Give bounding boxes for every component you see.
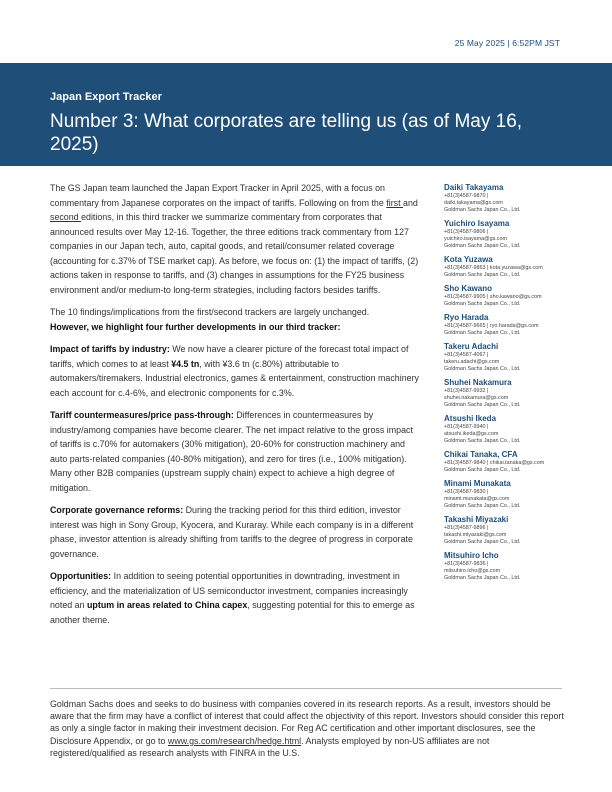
opportunities-heading: Opportunities: — [50, 571, 112, 581]
author-contact-line: Goldman Sachs Japan Co., Ltd. — [444, 503, 521, 509]
author-contact-line: atsushi.ikeda@gs.com — [444, 431, 499, 437]
author-contact-line: +81(3)4587-9806 | — [444, 229, 489, 235]
author-contact-line: Goldman Sachs Japan Co., Ltd. — [444, 539, 521, 545]
tariff-impact-text-1: We now have a clearer picture of the for… — [50, 344, 409, 369]
author-contact-line: minami.munakata@gs.com — [444, 496, 510, 502]
main-body: The GS Japan team launched the Japan Exp… — [50, 181, 422, 635]
tariff-impact-total: ¥4.5 tn — [171, 358, 200, 369]
author-contact-line: Goldman Sachs Japan Co., Ltd. — [444, 272, 521, 278]
author-entry: Takeru Adachi +81(3)4587-4067 | takeru.ada… — [444, 342, 594, 373]
author-contact-line: Goldman Sachs Japan Co., Ltd. — [444, 243, 521, 249]
author-contact-line: +81(3)4587-4067 | — [444, 352, 489, 358]
opportunities-text-2: , suggesting potential for this to emerg… — [50, 600, 415, 625]
author-entry: Sho Kawano +81(3)4587-9905 | sho.kawano@g… — [444, 284, 594, 308]
countermeasures-text: Differences in countermeasures by indust… — [50, 410, 413, 493]
opportunities-highlight: uptum in areas related to China capex — [87, 600, 248, 610]
author-contact-line: mitsuhiro.icho@gs.com — [444, 568, 501, 574]
author-contact-line: Goldman Sachs Japan Co., Ltd. — [444, 330, 521, 336]
author-contact-line: Goldman Sachs Japan Co., Ltd. — [444, 366, 521, 372]
author-contact-line: +81(3)4587-9932 | — [444, 388, 489, 394]
footer-divider — [50, 688, 562, 689]
author-name: Atsushi Ikeda — [444, 414, 497, 423]
disclaimer-text-2: . Analysts employed by non-US affiliates… — [50, 735, 490, 758]
author-entry: Minami Munakata +81(3)4587-9830 | minami.m… — [444, 479, 594, 510]
first-edition-link[interactable]: first — [386, 197, 404, 208]
findings-paragraph: The 10 findings/implications from the fi… — [50, 305, 422, 334]
author-contact-line: Goldman Sachs Japan Co., Ltd. — [444, 207, 521, 213]
author-entry: Atsushi Ikeda +81(3)4587-9940 | atsushi.ik… — [444, 414, 594, 445]
author-contact-line: +81(3)4587-9836 | — [444, 561, 489, 567]
author-contact-line: Goldman Sachs Japan Co., Ltd. — [444, 467, 521, 473]
opportunities-text-1: In addition to seeing potential opportun… — [50, 571, 408, 610]
author-name: Sho Kawano — [444, 284, 493, 293]
disclaimer: Goldman Sachs does and seeks to do busin… — [50, 698, 565, 759]
intro-text-1: The GS Japan team launched the Japan Exp… — [50, 183, 387, 208]
intro-text-3: editions, in this third tracker we summa… — [50, 212, 419, 295]
author-name: Mitsuhiro Icho — [444, 551, 499, 560]
author-entry: Shuhei Nakamura +81(3)4587-9932 | shuhei.n… — [444, 378, 594, 409]
author-entry: Mitsuhiro Icho +81(3)4587-9836 | mitsuhiro… — [444, 551, 594, 582]
author-contact-line: shuhei.nakamura@gs.com — [444, 395, 509, 401]
report-date: 25 May 2025 | 6:52PM JST — [454, 38, 560, 48]
author-entry: Daiki Takayama +81(3)4587-9870 | daiki.tak… — [444, 183, 594, 214]
author-contact-line: Goldman Sachs Japan Co., Ltd. — [444, 301, 521, 307]
author-entry: Yuichiro Isayama +81(3)4587-9806 | yuichir… — [444, 219, 594, 250]
author-name: Daiki Takayama — [444, 183, 504, 192]
findings-text: The 10 findings/implications from the fi… — [50, 307, 370, 317]
author-contact-line: +81(3)4587-9870 | — [444, 193, 489, 199]
author-contact-line: yuichiro.isayama@gs.com — [444, 236, 507, 242]
author-contact-line: takashi.miyazaki@gs.com — [444, 532, 507, 538]
author-contact-line: +81(3)4587-9840 | chikai.tanaka@gs.com — [444, 460, 545, 466]
author-entry: Takashi Miyazaki +81(3)4587-9896 | takashi… — [444, 515, 594, 546]
tariff-impact-heading: Impact of tariffs by industry: — [50, 344, 170, 354]
second-edition-link[interactable]: second — [50, 212, 82, 222]
intro-text-2: and — [403, 197, 418, 208]
author-contact-line: +81(3)4587-9830 | — [444, 489, 489, 495]
author-name: Ryo Harada — [444, 313, 489, 322]
author-entry: Ryo Harada +81(3)4587-9665 | ryo.harada@g… — [444, 313, 594, 337]
author-contact-line: +81(3)4587-9863 | kota.yuzawa@gs.com — [444, 265, 543, 271]
author-contact-line: daiki.takayama@gs.com — [444, 200, 503, 206]
intro-paragraph: The GS Japan team launched the Japan Exp… — [50, 181, 422, 297]
countermeasures-heading: Tariff countermeasures/price pass-throug… — [50, 410, 234, 420]
opportunities-paragraph: Opportunities: In addition to seeing pot… — [50, 569, 422, 627]
author-contact-line: Goldman Sachs Japan Co., Ltd. — [444, 575, 521, 581]
disclaimer-text-1: Goldman Sachs does and seeks to do busin… — [50, 699, 564, 746]
author-contact-line: +81(3)4587-9896 | — [444, 525, 489, 531]
findings-highlight: However, we highlight four further devel… — [50, 321, 341, 332]
author-name: Yuichiro Isayama — [444, 219, 510, 228]
governance-paragraph: Corporate governance reforms: During the… — [50, 503, 422, 561]
series-name: Japan Export Tracker — [50, 91, 162, 103]
author-contact-line: takeru.adachi@gs.com — [444, 359, 500, 365]
author-contact-line: +81(3)4587-9665 | ryo.harada@gs.com — [444, 323, 539, 329]
author-name: Takeru Adachi — [444, 342, 499, 351]
tariff-impact-paragraph: Impact of tariffs by industry: We now ha… — [50, 342, 422, 400]
author-entry: Kota Yuzawa +81(3)4587-9863 | kota.yuzawa… — [444, 255, 594, 279]
author-name: Shuhei Nakamura — [444, 378, 512, 387]
author-name: Kota Yuzawa — [444, 255, 493, 264]
countermeasures-paragraph: Tariff countermeasures/price pass-throug… — [50, 408, 422, 495]
title-banner: Japan Export Tracker Number 3: What corp… — [0, 63, 612, 166]
author-entry: Chikai Tanaka, CFA +81(3)4587-9840 | chik… — [444, 450, 594, 474]
author-name: Chikai Tanaka, CFA — [444, 450, 518, 459]
author-name: Takashi Miyazaki — [444, 515, 509, 524]
author-list: Daiki Takayama +81(3)4587-9870 | daiki.tak… — [444, 183, 594, 587]
governance-text: During the tracking period for this thir… — [50, 505, 414, 559]
governance-heading: Corporate governance reforms: — [50, 505, 184, 515]
author-contact-line: Goldman Sachs Japan Co., Ltd. — [444, 438, 521, 444]
disclosure-link[interactable]: www.gs.com/research/hedge.html — [167, 735, 302, 746]
author-contact-line: +81(3)4587-9905 | sho.kawano@gs.com — [444, 294, 542, 300]
author-name: Minami Munakata — [444, 479, 511, 488]
author-contact-line: +81(3)4587-9940 | — [444, 424, 489, 430]
author-contact-line: Goldman Sachs Japan Co., Ltd. — [444, 402, 521, 408]
report-title: Number 3: What corporates are telling us… — [50, 111, 523, 155]
tariff-impact-text-2: , with ¥3.6 tn (c.80%) attributable to a… — [50, 358, 419, 398]
